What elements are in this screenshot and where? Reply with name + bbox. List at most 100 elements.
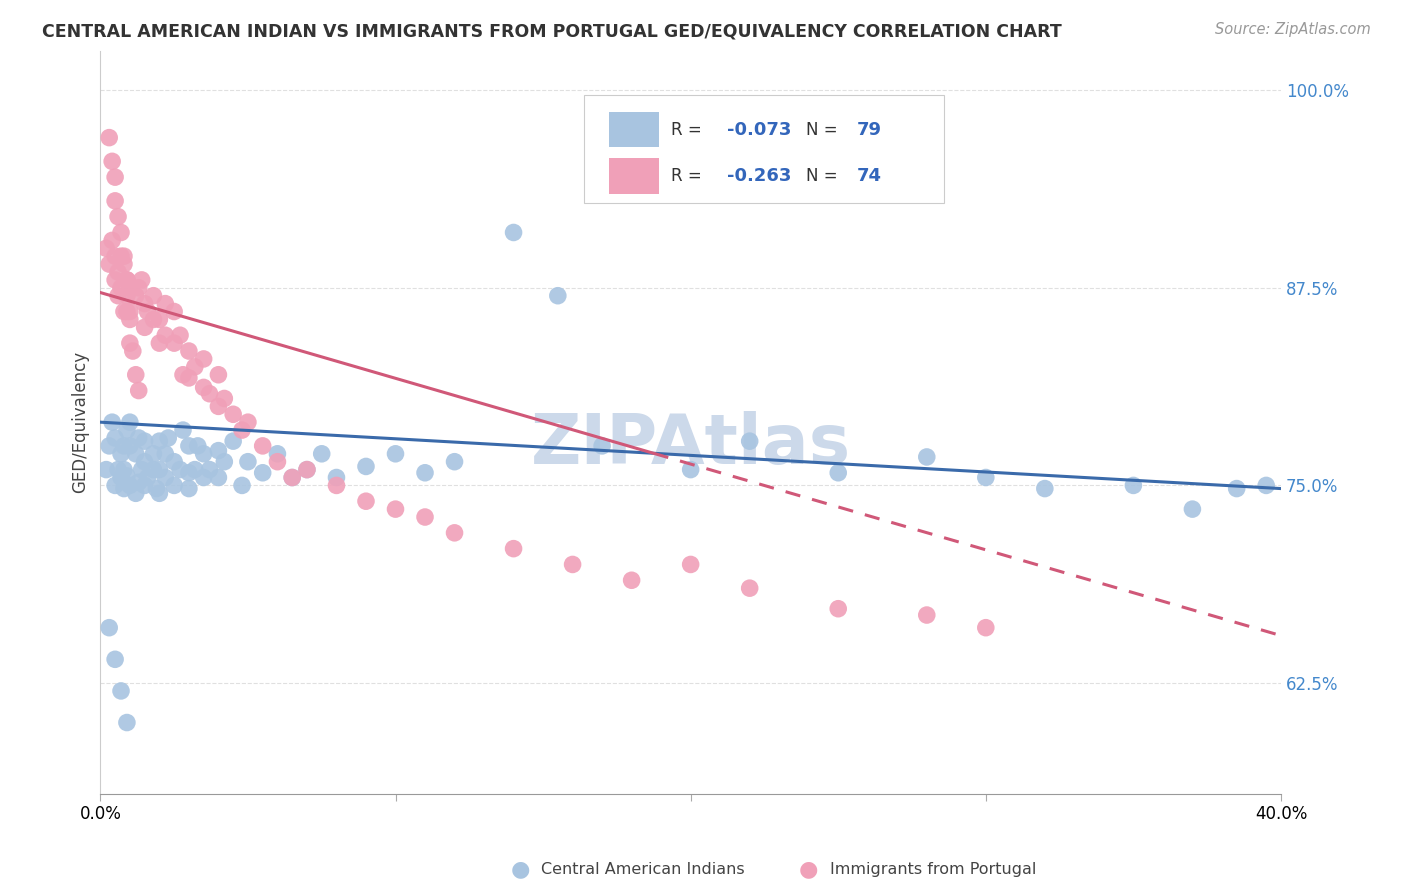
Point: [177, 344, 200, 359]
Point: [354, 459, 377, 474]
Point: [96, 462, 118, 476]
Point: [98, 257, 121, 271]
Point: [107, 265, 129, 279]
Point: [96, 241, 118, 255]
Point: [115, 289, 138, 303]
Point: [184, 359, 207, 374]
Point: [252, 466, 274, 480]
Point: [110, 281, 132, 295]
Point: [281, 470, 304, 484]
Point: [148, 434, 170, 449]
Point: [236, 415, 259, 429]
Point: [118, 439, 141, 453]
FancyBboxPatch shape: [609, 158, 659, 194]
Text: Immigrants from Portugal: Immigrants from Portugal: [830, 863, 1036, 877]
Text: N =: N =: [807, 167, 844, 185]
Point: [134, 296, 156, 310]
Point: [125, 289, 148, 303]
Point: [110, 684, 132, 698]
Point: [231, 478, 253, 492]
Point: [115, 304, 138, 318]
Point: [974, 470, 997, 484]
Point: [1181, 502, 1204, 516]
Point: [295, 462, 318, 476]
Point: [110, 226, 132, 240]
Point: [118, 336, 141, 351]
Point: [177, 466, 200, 480]
Point: [502, 226, 524, 240]
Point: [128, 475, 150, 490]
Point: [184, 462, 207, 476]
Point: [1122, 478, 1144, 492]
Point: [547, 289, 569, 303]
Point: [136, 304, 159, 318]
Point: [112, 304, 135, 318]
Point: [112, 482, 135, 496]
Text: ZIPAtlas: ZIPAtlas: [530, 411, 851, 478]
Point: [193, 447, 215, 461]
Point: [413, 466, 436, 480]
Point: [118, 281, 141, 295]
Point: [148, 486, 170, 500]
Point: [155, 447, 177, 461]
Point: [738, 581, 761, 595]
Text: 79: 79: [858, 120, 882, 138]
Point: [222, 407, 245, 421]
Text: Central American Indians: Central American Indians: [541, 863, 745, 877]
Point: [311, 447, 333, 461]
Point: [222, 434, 245, 449]
Point: [142, 289, 165, 303]
Point: [163, 478, 186, 492]
Point: [155, 296, 177, 310]
Point: [172, 368, 194, 382]
Text: CENTRAL AMERICAN INDIAN VS IMMIGRANTS FROM PORTUGAL GED/EQUIVALENCY CORRELATION : CENTRAL AMERICAN INDIAN VS IMMIGRANTS FR…: [42, 22, 1062, 40]
Point: [193, 470, 215, 484]
Text: 74: 74: [858, 167, 882, 185]
Point: [118, 312, 141, 326]
Point: [207, 400, 229, 414]
Point: [115, 469, 138, 483]
Point: [112, 462, 135, 476]
Point: [214, 392, 236, 406]
Point: [413, 510, 436, 524]
Point: [163, 455, 186, 469]
Point: [1226, 482, 1249, 496]
Point: [134, 478, 156, 492]
Point: [163, 336, 186, 351]
Point: [107, 462, 129, 476]
Point: [142, 462, 165, 476]
Point: [101, 233, 124, 247]
Point: [266, 455, 288, 469]
Point: [112, 249, 135, 263]
Point: [207, 470, 229, 484]
Point: [266, 447, 288, 461]
Point: [115, 715, 138, 730]
Point: [974, 621, 997, 635]
Point: [1256, 478, 1278, 492]
Point: [98, 439, 121, 453]
Text: -0.073: -0.073: [727, 120, 792, 138]
Point: [148, 312, 170, 326]
Text: R =: R =: [671, 120, 707, 138]
Point: [177, 439, 200, 453]
Point: [591, 439, 613, 453]
Point: [155, 328, 177, 343]
Point: [169, 328, 191, 343]
Point: [155, 470, 177, 484]
Text: ●: ●: [799, 860, 818, 880]
Point: [131, 462, 153, 476]
Point: [118, 304, 141, 318]
Point: [134, 455, 156, 469]
Point: [134, 320, 156, 334]
Point: [125, 486, 148, 500]
FancyBboxPatch shape: [609, 112, 659, 147]
Point: [1033, 482, 1056, 496]
Point: [98, 130, 121, 145]
Point: [148, 336, 170, 351]
Point: [104, 652, 127, 666]
Point: [110, 447, 132, 461]
Point: [115, 273, 138, 287]
Point: [295, 462, 318, 476]
Point: [325, 470, 347, 484]
Point: [107, 210, 129, 224]
